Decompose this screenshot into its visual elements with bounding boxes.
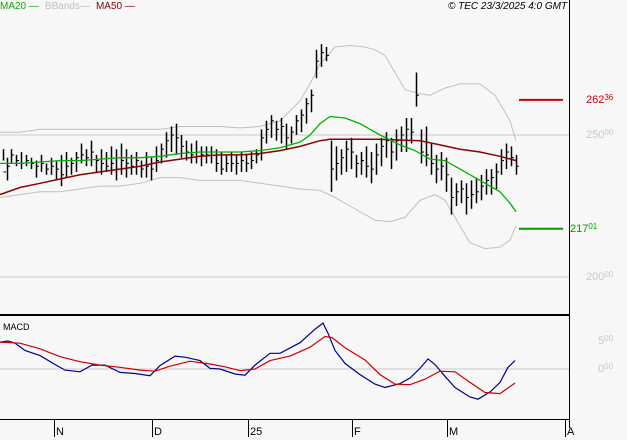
y-axis-label: 26236 (586, 93, 614, 106)
legend-bbands: BBands— (44, 1, 90, 12)
x-axis-label: D (154, 426, 162, 438)
y-axis-label: 000 (598, 362, 614, 375)
x-axis-label: M (449, 426, 459, 438)
bband-upper-line (0, 44, 517, 141)
y-axis-label: 21701 (570, 222, 598, 235)
x-axis-label: 25 (250, 426, 263, 438)
x-axis-label: N (56, 426, 64, 438)
x-axis-label: F (354, 426, 361, 438)
x-axis-label: A (567, 426, 575, 438)
y-axis-label: 20000 (586, 270, 614, 283)
signal-line (0, 335, 516, 395)
ma20-line (0, 115, 517, 213)
ma50-line (0, 138, 517, 196)
bband-lower-line (0, 177, 517, 250)
macd-line (0, 322, 516, 400)
copyright-text: © TEC 23/3/2025 4:0 GMT (448, 1, 568, 12)
macd-title: MACD (3, 322, 30, 332)
chart-legend: MA20 — BBands— MA50 — (0, 1, 135, 12)
y-axis-label: 25000 (586, 128, 614, 141)
legend-ma50: MA50 — (95, 1, 135, 12)
legend-ma20: MA20 — (0, 1, 39, 12)
y-axis-label: 500 (598, 334, 614, 347)
